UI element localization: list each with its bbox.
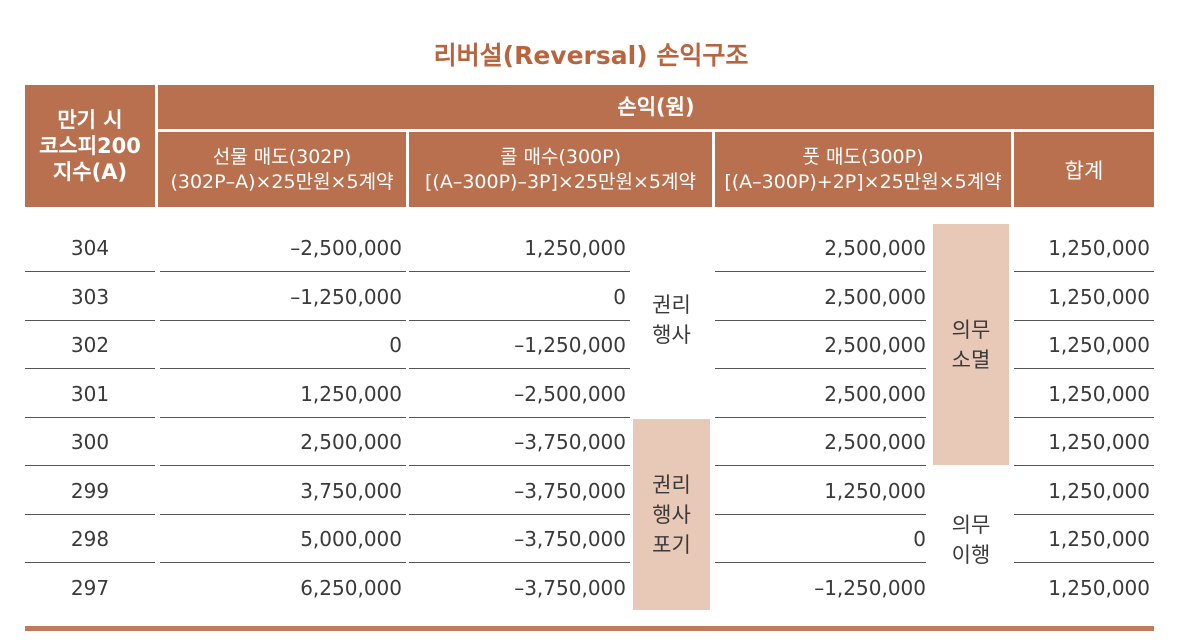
cell-call: –1,250,000 bbox=[514, 333, 626, 357]
put-obligation-performed: 의무 이행 bbox=[951, 513, 991, 567]
header-index-line-2: 코스피200 bbox=[39, 134, 141, 158]
cell-total: 1,250,000 bbox=[1048, 430, 1150, 454]
header-put: 풋 매도(300P) [(A–300P)+2P]×25만원×5계약 bbox=[715, 132, 1011, 207]
header-index-a: 만기 시 코스피200 지수(A) bbox=[25, 85, 155, 207]
header-futures: 선물 매도(302P) (302P–A)×25만원×5계약 bbox=[158, 132, 406, 207]
cell-total: 1,250,000 bbox=[1048, 284, 1150, 309]
cell-call: 0 bbox=[613, 284, 626, 309]
row-divider bbox=[25, 514, 155, 515]
row-divider bbox=[25, 320, 155, 321]
table-title: 리버설(Reversal) 손익구조 bbox=[433, 41, 749, 70]
row-divider bbox=[409, 562, 630, 563]
cell-a: 304 bbox=[70, 236, 110, 260]
row-divider bbox=[1014, 320, 1154, 321]
header-put-name: 풋 매도(300P) bbox=[802, 145, 924, 168]
cell-put: 0 bbox=[913, 527, 926, 551]
row-divider bbox=[409, 271, 630, 272]
header-index-line-1: 만기 시 bbox=[57, 108, 123, 132]
cell-futures: –1,250,000 bbox=[290, 284, 402, 309]
cell-call: 1,250,000 bbox=[524, 236, 626, 260]
cell-a: 301 bbox=[70, 381, 110, 406]
row-divider bbox=[715, 562, 926, 563]
row-divider bbox=[25, 562, 155, 563]
row-divider bbox=[409, 320, 630, 321]
cell-put: 2,500,000 bbox=[824, 284, 926, 309]
call-exercise-abandoned: 권리 행사 포기 bbox=[633, 419, 710, 610]
row-divider bbox=[160, 271, 406, 272]
table-bottom-border bbox=[25, 626, 1154, 631]
header-put-formula: [(A–300P)+2P]×25만원×5계약 bbox=[724, 170, 1002, 193]
cell-put: 2,500,000 bbox=[824, 430, 926, 454]
row-divider bbox=[25, 368, 155, 369]
cell-call: –3,750,000 bbox=[514, 478, 626, 503]
row-divider bbox=[409, 514, 630, 515]
cell-call: –2,500,000 bbox=[514, 381, 626, 406]
header-futures-name: 선물 매도(302P) bbox=[212, 145, 352, 168]
cell-futures: 3,750,000 bbox=[300, 478, 402, 503]
cell-put: 1,250,000 bbox=[824, 478, 926, 503]
row-divider bbox=[715, 465, 926, 466]
row-divider bbox=[160, 417, 406, 418]
row-divider bbox=[1014, 465, 1154, 466]
row-divider bbox=[160, 562, 406, 563]
row-divider bbox=[160, 465, 406, 466]
row-divider bbox=[715, 271, 926, 272]
cell-futures: 6,250,000 bbox=[300, 575, 402, 600]
row-divider bbox=[25, 465, 155, 466]
row-divider bbox=[715, 320, 926, 321]
row-divider bbox=[409, 368, 630, 369]
header-call: 콜 매수(300P) [(A–300P)–3P]×25만원×5계약 bbox=[409, 132, 712, 207]
cell-a: 297 bbox=[70, 575, 110, 600]
row-divider bbox=[715, 514, 926, 515]
cell-a: 303 bbox=[70, 284, 110, 309]
row-divider bbox=[1014, 271, 1154, 272]
cell-futures: 5,000,000 bbox=[300, 527, 402, 551]
cell-a: 300 bbox=[70, 430, 110, 454]
cell-call: –3,750,000 bbox=[514, 527, 626, 551]
row-divider bbox=[715, 417, 926, 418]
row-divider bbox=[1014, 562, 1154, 563]
header-call-formula: [(A–300P)–3P]×25만원×5계약 bbox=[425, 170, 696, 193]
header-total: 합계 bbox=[1014, 132, 1154, 207]
row-divider bbox=[715, 368, 926, 369]
cell-put: 2,500,000 bbox=[824, 381, 926, 406]
cell-put: –1,250,000 bbox=[814, 575, 926, 600]
cell-a: 302 bbox=[70, 333, 110, 357]
cell-total: 1,250,000 bbox=[1048, 381, 1150, 406]
put-obligation-extinguished: 의무 소멸 bbox=[933, 224, 1009, 465]
cell-total: 1,250,000 bbox=[1048, 527, 1150, 551]
header-futures-formula: (302P–A)×25만원×5계약 bbox=[170, 170, 394, 193]
cell-futures: –2,500,000 bbox=[290, 236, 402, 260]
cell-futures: 0 bbox=[389, 333, 402, 357]
header-call-name: 콜 매수(300P) bbox=[499, 145, 622, 168]
cell-a: 299 bbox=[70, 478, 110, 503]
row-divider bbox=[25, 417, 155, 418]
row-divider bbox=[25, 271, 155, 272]
row-divider bbox=[1014, 417, 1154, 418]
row-divider bbox=[160, 320, 406, 321]
call-exercised: 권리 행사 bbox=[652, 293, 691, 347]
row-divider bbox=[409, 465, 630, 466]
cell-total: 1,250,000 bbox=[1048, 333, 1150, 357]
cell-futures: 1,250,000 bbox=[300, 381, 402, 406]
cell-put: 2,500,000 bbox=[824, 236, 926, 260]
cell-put: 2,500,000 bbox=[824, 333, 926, 357]
row-divider bbox=[160, 514, 406, 515]
cell-futures: 2,500,000 bbox=[300, 430, 402, 454]
header-pnl-group: 손익(원) bbox=[158, 85, 1154, 129]
row-divider bbox=[1014, 368, 1154, 369]
row-divider bbox=[160, 368, 406, 369]
row-divider bbox=[1014, 514, 1154, 515]
cell-total: 1,250,000 bbox=[1048, 236, 1150, 260]
cell-call: –3,750,000 bbox=[514, 575, 626, 600]
cell-a: 298 bbox=[70, 527, 110, 551]
row-divider bbox=[409, 417, 630, 418]
cell-total: 1,250,000 bbox=[1048, 575, 1150, 600]
header-index-line-3: 지수(A) bbox=[52, 160, 128, 184]
cell-call: –3,750,000 bbox=[514, 430, 626, 454]
cell-total: 1,250,000 bbox=[1048, 478, 1150, 503]
